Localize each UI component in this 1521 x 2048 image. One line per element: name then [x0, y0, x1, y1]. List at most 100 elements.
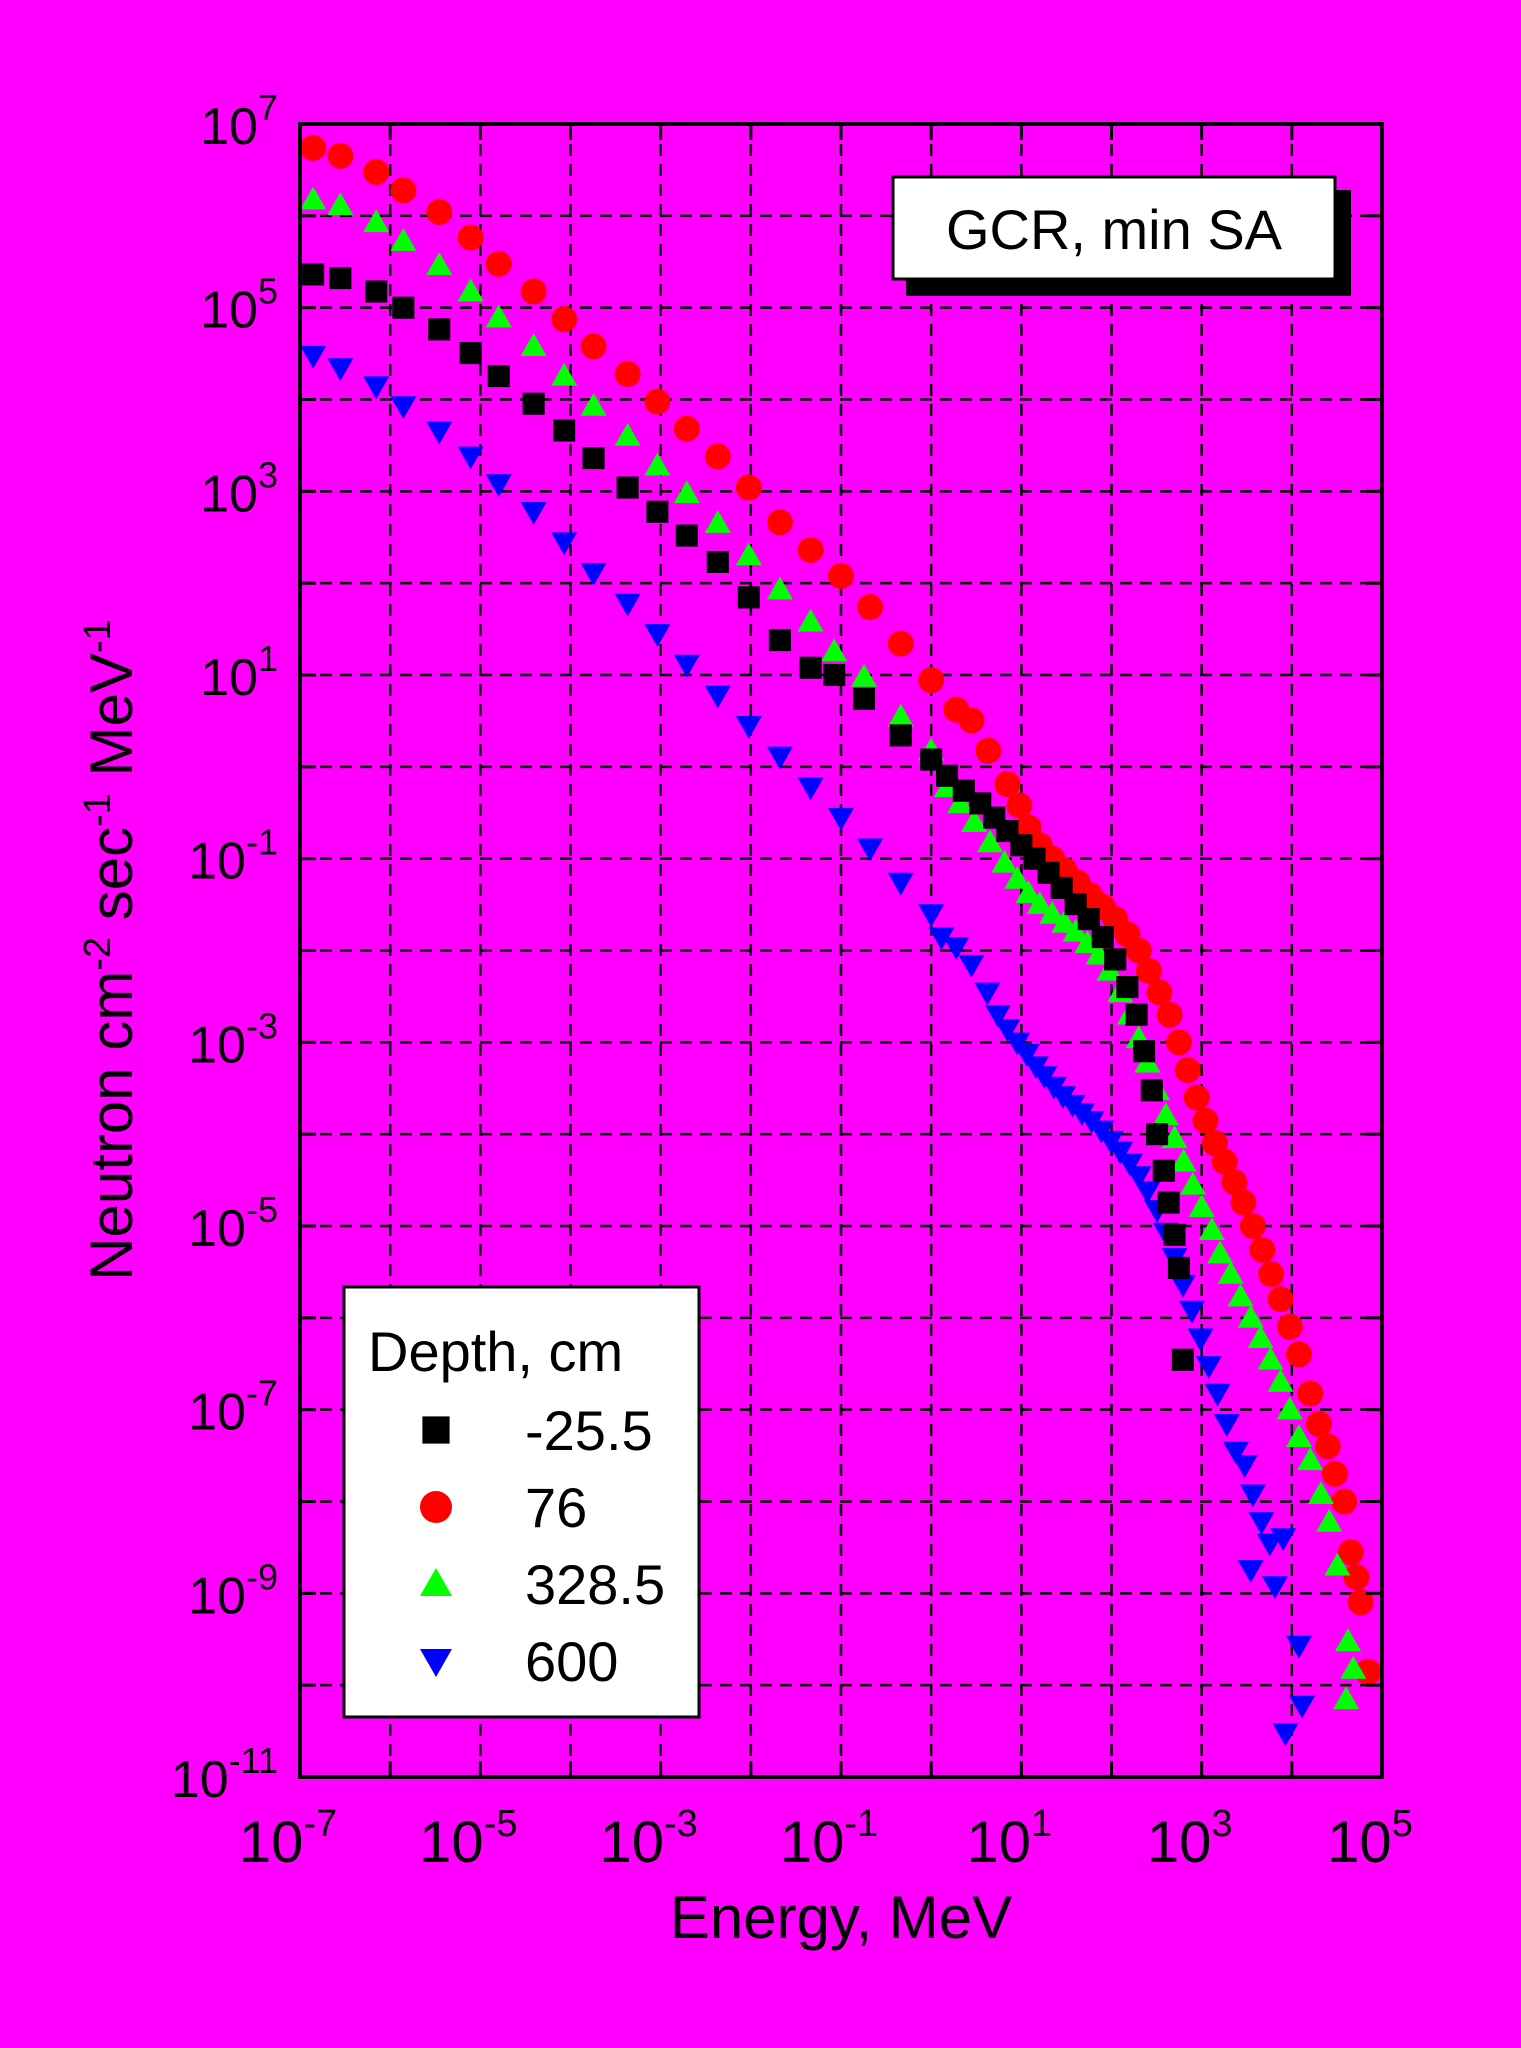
data-point: [1222, 1441, 1249, 1465]
data-point: [821, 638, 848, 662]
data-point: [1207, 1240, 1234, 1264]
data-point: [1163, 1223, 1186, 1246]
data-point: [1276, 1396, 1303, 1420]
data-point: [1146, 979, 1173, 1006]
data-point: [1116, 1153, 1143, 1177]
annotation-box-frame: [891, 175, 1337, 281]
data-point: [485, 474, 512, 498]
data-point: [935, 764, 959, 787]
data-point: [1227, 1283, 1254, 1307]
data-point: [797, 777, 824, 801]
data-point: [457, 224, 484, 251]
data-point: [614, 593, 641, 617]
data-point: [1170, 1148, 1197, 1172]
data-point: [1107, 1141, 1134, 1165]
data-point: [300, 186, 327, 210]
data-point: [390, 228, 417, 251]
data-point: [1152, 1102, 1179, 1126]
data-point: [1258, 1261, 1285, 1288]
data-point: [1343, 1564, 1370, 1591]
y-tick-label: 10-9: [188, 1556, 278, 1625]
data-point: [1230, 1189, 1257, 1216]
data-point: [522, 392, 545, 415]
data-point: [797, 536, 824, 563]
data-point: [1183, 1084, 1210, 1111]
data-point: [520, 333, 547, 357]
data-point: [327, 142, 354, 169]
data-point: [1156, 1001, 1183, 1028]
data-point: [1004, 1032, 1031, 1056]
x-tick-label: 10-5: [419, 1803, 517, 1875]
data-point: [302, 263, 325, 286]
data-point: [823, 663, 846, 687]
data-point: [1285, 1424, 1312, 1448]
data-point: [735, 542, 762, 566]
data-point: [551, 363, 578, 386]
data-point: [459, 342, 482, 365]
data-point: [457, 446, 484, 470]
data-point: [766, 746, 793, 770]
data-point: [1297, 1380, 1324, 1407]
data-point: [1289, 1695, 1316, 1719]
data-point: [1125, 937, 1152, 964]
data-point: [428, 318, 451, 341]
data-point: [889, 724, 912, 747]
data-point: [457, 278, 484, 302]
data-point: [1276, 1313, 1303, 1340]
data-point: [1135, 957, 1162, 984]
data-point: [1178, 1300, 1205, 1324]
grid: [300, 124, 1382, 1777]
data-point: [551, 306, 578, 333]
y-tick-label: 10-7: [188, 1373, 278, 1442]
data-point: [1091, 926, 1114, 949]
y-tick-label: 101: [200, 638, 278, 707]
data-point: [580, 562, 607, 586]
data-point: [1145, 1123, 1169, 1146]
y-tick-label: 105: [200, 271, 278, 340]
data-point: [1305, 1410, 1332, 1437]
data-point: [977, 829, 1004, 853]
data-points: [300, 134, 1382, 1747]
data-point: [1321, 1460, 1348, 1487]
series--25.5: [302, 263, 1194, 1371]
x-tick-label: 101: [967, 1803, 1053, 1875]
data-point: [1297, 1447, 1324, 1471]
data-point: [1217, 1261, 1244, 1284]
data-point: [887, 872, 914, 896]
data-point: [327, 192, 354, 216]
data-point: [673, 654, 700, 678]
data-point: [1013, 1044, 1040, 1067]
data-point: [1174, 1056, 1201, 1083]
data-point: [675, 524, 698, 547]
data-point: [1198, 1217, 1225, 1240]
data-point: [1261, 1576, 1288, 1600]
data-point: [300, 345, 327, 369]
data-point: [943, 936, 970, 960]
data-point: [614, 360, 641, 387]
data-point: [327, 358, 354, 382]
data-point: [704, 443, 731, 470]
legend-marker: [420, 1491, 452, 1523]
data-point: [363, 209, 390, 233]
annotation-box: GCR, min SA: [891, 175, 1351, 296]
data-point: [1134, 1181, 1161, 1205]
data-point: [1140, 1079, 1163, 1102]
x-tick-label: 105: [1327, 1803, 1413, 1875]
data-point: [828, 562, 854, 589]
data-point: [857, 594, 884, 621]
data-point: [1239, 1484, 1266, 1508]
legend-marker: [420, 1568, 452, 1596]
data-point: [580, 333, 607, 360]
data-point: [984, 1004, 1011, 1028]
data-point: [329, 267, 352, 290]
data-point: [994, 1019, 1021, 1042]
data-point: [673, 415, 700, 442]
legend-marker: [422, 1416, 450, 1444]
legend-label: -25.5: [525, 1399, 653, 1462]
data-point: [1270, 1528, 1297, 1552]
data-point: [1104, 948, 1127, 971]
data-point: [1316, 1508, 1343, 1532]
data-point: [616, 476, 639, 499]
